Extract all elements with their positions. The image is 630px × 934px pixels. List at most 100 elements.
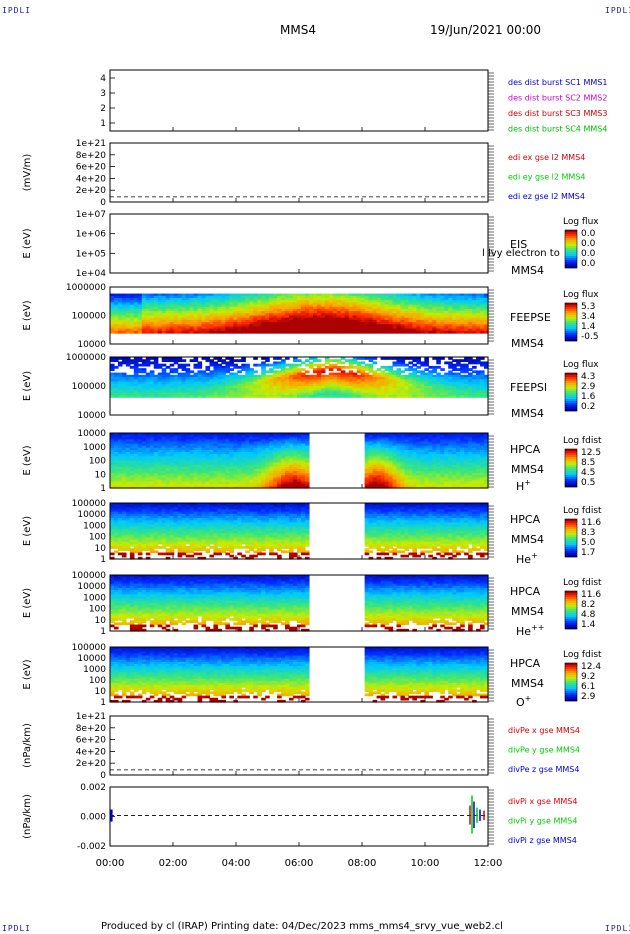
spectrogram-cell: [424, 357, 429, 360]
spectrogram-cell: [265, 311, 270, 314]
spectrogram-cell: [149, 433, 155, 436]
spectrogram-cell: [476, 293, 481, 297]
spectrogram-cell: [137, 441, 143, 445]
spectrogram-cell: [157, 445, 163, 449]
spectrogram-cell: [113, 435, 119, 438]
spectrogram-cell: [281, 485, 286, 489]
spectrogram-cell: [145, 443, 151, 447]
spectrogram-cell: [129, 473, 135, 476]
spectrogram-cell: [432, 313, 437, 317]
spectrogram-cell: [340, 386, 346, 389]
spectrogram-cell: [245, 383, 250, 387]
spectrogram-cell: [452, 317, 457, 321]
spectrogram-cell: [169, 300, 175, 303]
spectrogram-cell: [368, 315, 374, 319]
spectrogram-cell: [185, 460, 191, 464]
spectrogram-cell: [197, 477, 203, 481]
spectrogram-cell: [197, 388, 203, 392]
spectrogram-cell: [392, 392, 398, 396]
spectrogram-cell: [149, 464, 155, 468]
spectrogram-cell: [424, 317, 429, 321]
spectrogram-cell: [372, 445, 378, 449]
spectrogram-cell: [289, 471, 294, 474]
spectrogram-cell: [420, 317, 425, 321]
spectrogram-cell: [237, 468, 242, 472]
spectrogram-cell: [189, 394, 195, 398]
spectrogram-cell: [269, 447, 274, 451]
spectrogram-cell: [153, 324, 159, 328]
spectrogram-cell: [249, 326, 254, 330]
spectrogram-cell: [412, 381, 417, 385]
spectrogram-cell: [249, 381, 254, 385]
spectrogram-cell: [149, 483, 155, 487]
spectrogram-cell: [241, 311, 246, 314]
spectrogram-cell: [300, 475, 306, 479]
spectrogram-cell: [464, 365, 469, 369]
spectrogram-cell: [380, 357, 386, 360]
spectrogram-cell: [110, 328, 115, 332]
spectrogram-cell: [396, 388, 402, 392]
spectrogram-cell: [149, 293, 155, 297]
spectrogram-cell: [392, 381, 398, 385]
spectrogram-cell: [273, 311, 278, 314]
spectrogram-cell: [356, 361, 362, 365]
spectrogram-cell: [384, 311, 390, 314]
spectrogram-cell: [141, 359, 147, 363]
spectrogram-cell: [245, 379, 250, 383]
spectrogram-cell: [289, 454, 294, 457]
spectrogram-cell: [221, 297, 226, 301]
spectrogram-cell: [113, 458, 119, 462]
spectrogram-cell: [297, 293, 302, 297]
spectrogram-cell: [400, 293, 406, 297]
spectrogram-cell: [205, 394, 211, 398]
spectrogram-cell: [281, 473, 286, 476]
spectrogram-cell: [137, 475, 143, 479]
spectrogram-cell: [185, 311, 191, 314]
spectrogram-cell: [110, 471, 115, 474]
spectrogram-cell: [113, 365, 119, 369]
spectrogram-cell: [440, 390, 445, 394]
spectrogram-cell: [308, 390, 314, 394]
y-tick-label-des: 1: [100, 119, 106, 129]
spectrogram-cell: [400, 477, 406, 481]
spectrogram-cell: [245, 317, 250, 321]
spectrogram-cell: [348, 302, 354, 306]
spectrogram-cell: [213, 368, 219, 371]
spectrogram-cell: [281, 471, 286, 474]
spectrogram-cell: [364, 468, 370, 472]
spectrogram-cell: [257, 388, 262, 392]
y-tick-label-edi: 8e+20: [76, 151, 107, 161]
spectrogram-cell: [277, 293, 282, 297]
spectrogram-cell: [384, 383, 390, 387]
spectrogram-cell: [440, 306, 445, 310]
spectrogram-cell: [304, 388, 310, 392]
spectrogram-cell: [289, 297, 294, 301]
spectrogram-cell: [277, 433, 282, 436]
spectrogram-cell: [145, 449, 151, 453]
spectrogram-cell: [384, 479, 390, 483]
spectrogram-cell: [328, 386, 334, 389]
spectrogram-cell: [169, 377, 175, 380]
spectrogram-cell: [293, 359, 298, 363]
y-tick-label-eis: 1e+07: [76, 210, 106, 220]
spectrogram-cell: [304, 456, 310, 459]
spectrogram-cell: [213, 475, 219, 479]
spectrogram-cell: [225, 456, 230, 459]
spectrogram-cell: [193, 471, 199, 474]
spectrogram-cell: [197, 435, 203, 438]
spectrogram-cell: [165, 293, 171, 297]
spectrogram-cell: [189, 388, 195, 392]
spectrogram-cell: [428, 328, 433, 332]
spectrogram-cell: [189, 485, 195, 489]
spectrogram-cell: [472, 324, 477, 328]
spectrogram-cell: [149, 447, 155, 451]
spectrogram-cell: [269, 297, 274, 301]
spectrogram-cell: [285, 485, 290, 489]
spectrogram-cell: [281, 475, 286, 479]
spectrogram-cell: [241, 481, 246, 485]
spectrogram-cell: [392, 394, 398, 398]
spectrogram-cell: [233, 386, 238, 389]
spectrogram-cell: [468, 383, 473, 387]
spectrogram-cell: [344, 330, 350, 334]
spectrogram-cell: [384, 473, 390, 476]
